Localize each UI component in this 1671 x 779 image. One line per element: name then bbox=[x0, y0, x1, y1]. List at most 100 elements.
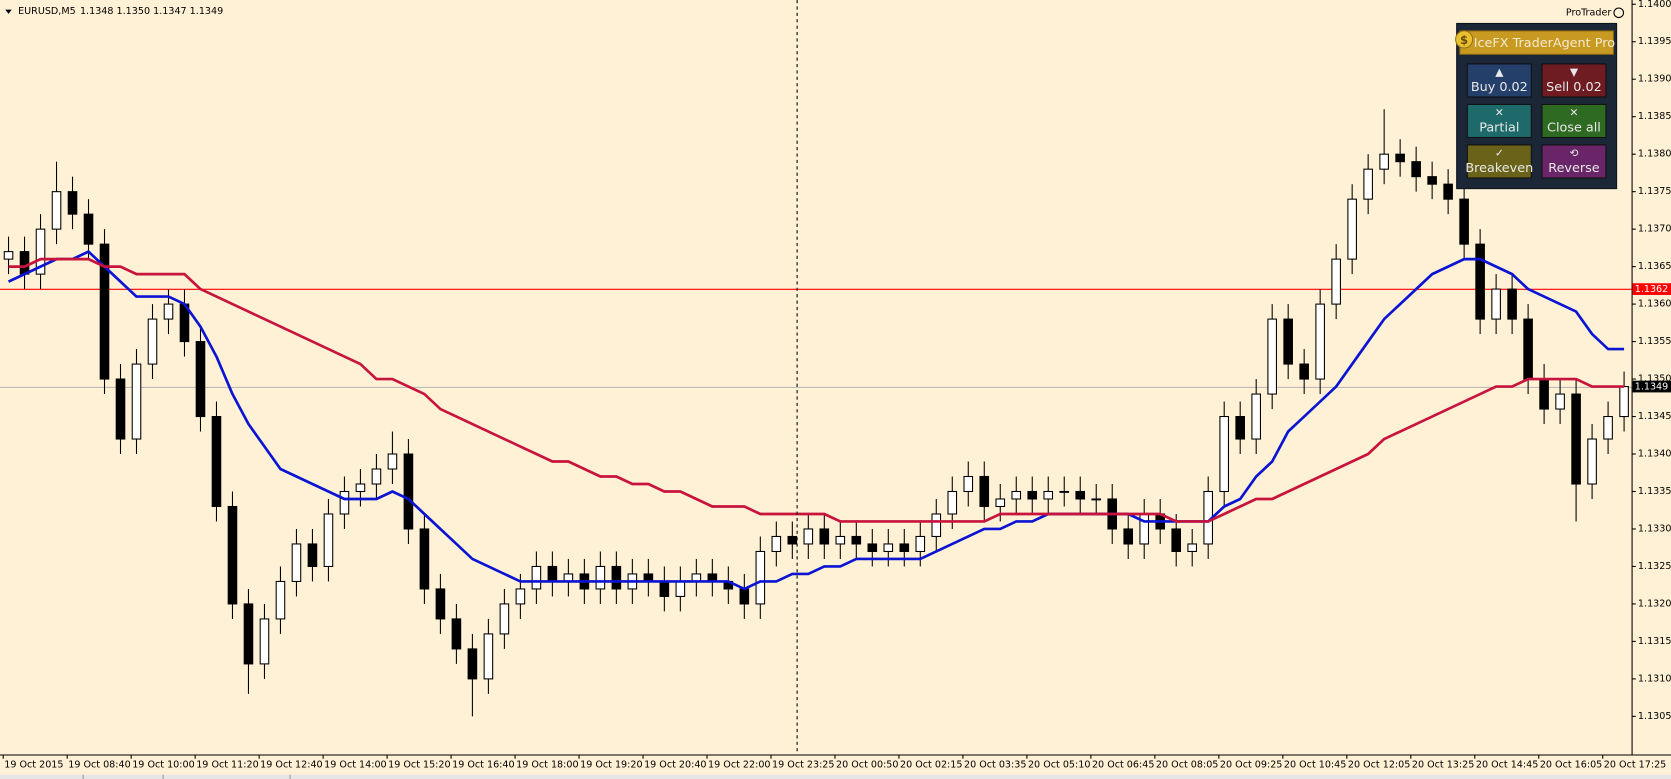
candle-body bbox=[163, 303, 174, 320]
y-tick-label: 1.1305 bbox=[1638, 711, 1671, 722]
y-tick-label: 1.1355 bbox=[1638, 336, 1671, 347]
candle-body bbox=[1395, 153, 1405, 163]
candle-body bbox=[1187, 543, 1197, 552]
candle-body bbox=[1491, 288, 1501, 320]
x-tick-label: 20 Oct 17:25 bbox=[1604, 760, 1666, 771]
candle-body bbox=[275, 580, 286, 620]
moving-average bbox=[7, 250, 1625, 591]
reverse-button[interactable] bbox=[1541, 144, 1607, 179]
candle-body bbox=[19, 251, 30, 275]
panel-title: IceFX TraderAgent Pro bbox=[1474, 36, 1615, 51]
dropdown-arrow[interactable] bbox=[5, 9, 12, 14]
candle-body bbox=[739, 588, 750, 605]
y-tick-label: 1.1395 bbox=[1638, 36, 1671, 47]
candle-body bbox=[675, 580, 686, 597]
candle-body bbox=[499, 603, 510, 635]
candle-body bbox=[483, 633, 494, 680]
candle-body bbox=[195, 341, 206, 418]
candle-body bbox=[419, 528, 430, 590]
quote: 1.1348 1.1350 1.1347 1.1349 bbox=[80, 6, 223, 17]
candle-body bbox=[995, 498, 1006, 508]
close-all-button[interactable] bbox=[1541, 103, 1607, 139]
candle-body bbox=[659, 580, 670, 597]
candle-body bbox=[211, 416, 222, 508]
candle-body bbox=[515, 588, 526, 605]
partial-button[interactable] bbox=[1466, 103, 1532, 139]
candle-body bbox=[227, 505, 238, 605]
candle-body bbox=[1075, 490, 1086, 500]
button-icon: ▲ bbox=[1495, 65, 1504, 78]
y-tick-label: 1.1385 bbox=[1638, 111, 1671, 122]
x-tick-label: 19 Oct 16:40 bbox=[452, 760, 514, 771]
candle-body bbox=[1443, 183, 1453, 200]
trade-panel: $ IceFX TraderAgent Pro ▲ Buy 0.02 ▼ Sel… bbox=[1455, 22, 1618, 190]
sell-button[interactable] bbox=[1541, 63, 1607, 98]
button-label[interactable]: Close all bbox=[1547, 120, 1601, 135]
candle-body bbox=[915, 535, 926, 552]
candle-body bbox=[963, 475, 974, 493]
brand: ProTrader bbox=[1566, 7, 1611, 18]
candle-body bbox=[291, 543, 302, 582]
button-icon: ▼ bbox=[1570, 65, 1579, 78]
x-tick-label: 19 Oct 12:40 bbox=[260, 760, 322, 771]
button-label[interactable]: Breakeven bbox=[1465, 161, 1533, 176]
x-tick-label: 19 Oct 23:25 bbox=[772, 760, 834, 771]
coin-symbol: $ bbox=[1460, 33, 1468, 47]
candle-body bbox=[131, 363, 142, 440]
x-tick-label: 19 Oct 20:40 bbox=[644, 760, 706, 771]
candle-body bbox=[1219, 416, 1229, 493]
x-tick-label: 20 Oct 08:05 bbox=[1156, 760, 1218, 771]
x-tick-label: 20 Oct 00:50 bbox=[836, 760, 898, 771]
button-label[interactable]: Partial bbox=[1479, 120, 1519, 135]
y-tick-label: 1.1325 bbox=[1638, 561, 1671, 572]
candle-body bbox=[387, 453, 398, 470]
y-tick-label: 1.1400 bbox=[1638, 0, 1671, 10]
candle-body bbox=[1283, 318, 1293, 365]
candle-body bbox=[339, 490, 350, 515]
candle-body bbox=[1379, 153, 1389, 170]
candle-body bbox=[771, 535, 782, 552]
moving-average bbox=[8, 257, 1625, 523]
x-tick-label: 20 Oct 06:45 bbox=[1092, 760, 1154, 771]
candle-body bbox=[1427, 176, 1437, 185]
candle-body bbox=[1123, 528, 1134, 545]
candle-body bbox=[83, 213, 94, 245]
y-tick-label: 1.1340 bbox=[1638, 449, 1671, 460]
candle-body bbox=[1235, 416, 1245, 440]
button-icon: ✕ bbox=[1569, 106, 1578, 119]
y-tick-label: 1.1350 bbox=[1638, 374, 1671, 385]
candle-body bbox=[51, 191, 62, 230]
button-icon: ⟲ bbox=[1569, 146, 1578, 159]
candle-body bbox=[323, 513, 334, 567]
buy-button[interactable] bbox=[1466, 63, 1532, 98]
button-label[interactable]: Buy 0.02 bbox=[1471, 80, 1528, 95]
breakeven-button[interactable] bbox=[1466, 144, 1532, 179]
candle-body bbox=[835, 535, 846, 545]
candle-body bbox=[1475, 243, 1485, 320]
button-label[interactable]: Reverse bbox=[1548, 161, 1600, 176]
candle-body bbox=[1603, 416, 1613, 440]
candle-body bbox=[819, 528, 830, 545]
x-tick-label: 20 Oct 03:35 bbox=[964, 760, 1026, 771]
candle-body bbox=[979, 475, 990, 508]
y-tick-label: 1.1360 bbox=[1638, 299, 1671, 310]
candle-body bbox=[1555, 393, 1565, 410]
button-label[interactable]: Sell 0.02 bbox=[1546, 80, 1602, 95]
candle-body bbox=[1171, 528, 1182, 552]
candle-body bbox=[259, 618, 270, 665]
y-tick-label: 1.1375 bbox=[1638, 186, 1671, 197]
button-icon: ✕ bbox=[1495, 106, 1504, 119]
price-label-box bbox=[1632, 380, 1671, 393]
candle-body bbox=[451, 618, 462, 650]
candle-body bbox=[1363, 168, 1373, 200]
candle-body bbox=[1043, 490, 1054, 500]
candle-body bbox=[1011, 490, 1022, 500]
candle-body bbox=[787, 535, 798, 545]
candle-body bbox=[883, 543, 894, 552]
smiley-icon bbox=[1613, 7, 1625, 19]
candle-body bbox=[531, 565, 542, 590]
candle-body bbox=[1331, 258, 1341, 305]
candle-body bbox=[355, 483, 366, 493]
